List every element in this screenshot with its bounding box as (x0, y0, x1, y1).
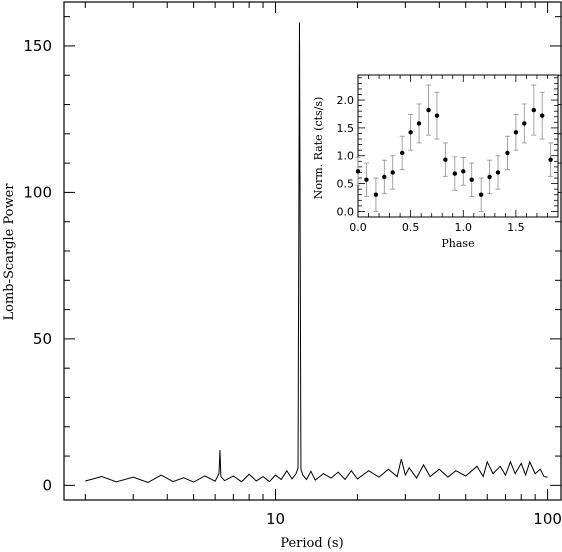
power-spectrum-line (85, 22, 548, 483)
inset-data-point (505, 150, 510, 156)
inset-y-tick-label: 1.5 (337, 122, 355, 135)
inset-x-axis-label: Phase (441, 237, 474, 250)
inset-y-tick-label: 2.0 (337, 94, 355, 107)
main-x-axis-ticks: 10 100 (84, 2, 562, 528)
inset-x-axis-ticks: 0.0 0.5 1.0 1.5 (349, 75, 559, 234)
inset-data-point (487, 174, 492, 180)
y-tick-label: 100 (23, 183, 52, 201)
inset-data-point (461, 169, 466, 174)
inset-data-point (434, 113, 440, 118)
main-y-axis-ticks: 0 50 100 150 (23, 16, 561, 494)
inset-y-axis-label: Norm. Rate (cts/s) (312, 97, 325, 200)
inset-data-point (522, 121, 527, 126)
inset-data-point (495, 170, 501, 175)
inset-data-point (548, 157, 553, 162)
inset-x-tick-label: 0.5 (402, 221, 420, 234)
inset-y-axis-ticks: 0.0 0.5 1.0 1.5 2.0 (337, 77, 558, 218)
inset-data-point (531, 107, 536, 113)
inset-data-point (364, 177, 369, 182)
y-tick-label: 0 (42, 476, 52, 494)
inset-data-point (426, 107, 431, 113)
inset-y-tick-label: 0.0 (337, 205, 355, 218)
inset-data-point (416, 121, 422, 126)
inset-y-tick-label: 1.0 (337, 150, 355, 163)
inset-data-point (478, 192, 484, 197)
main-x-axis-label: Period (s) (280, 536, 343, 551)
inset-data-point (540, 113, 545, 118)
inset-data-point (355, 169, 361, 174)
inset-x-tick-label: 0.0 (349, 221, 367, 234)
x-tick-label: 100 (533, 510, 562, 528)
inset-data-point (390, 170, 395, 175)
inset-data-point (373, 192, 379, 197)
inset-data-points (355, 107, 553, 197)
inset-data-point (443, 157, 448, 162)
inset-x-tick-label: 1.0 (455, 221, 473, 234)
inset-y-tick-label: 0.5 (337, 178, 355, 191)
y-tick-label: 50 (33, 330, 52, 348)
inset-data-point (400, 150, 405, 156)
inset-data-point (408, 130, 413, 135)
inset-plot-frame (357, 74, 559, 218)
inset-x-tick-label: 1.5 (507, 221, 525, 234)
main-y-axis-label: Lomb-Scargle Power (2, 183, 17, 321)
inset-data-point (469, 177, 474, 182)
y-tick-label: 150 (23, 37, 52, 55)
folded-light-curve-inset: 0.0 0.5 1.0 1.5 0.0 0.5 1.0 1.5 2.0 Phase Norm.… (312, 74, 559, 250)
x-tick-label: 10 (266, 510, 285, 528)
inset-data-point (452, 171, 458, 176)
inset-data-point (513, 130, 519, 135)
inset-data-point (382, 174, 387, 180)
